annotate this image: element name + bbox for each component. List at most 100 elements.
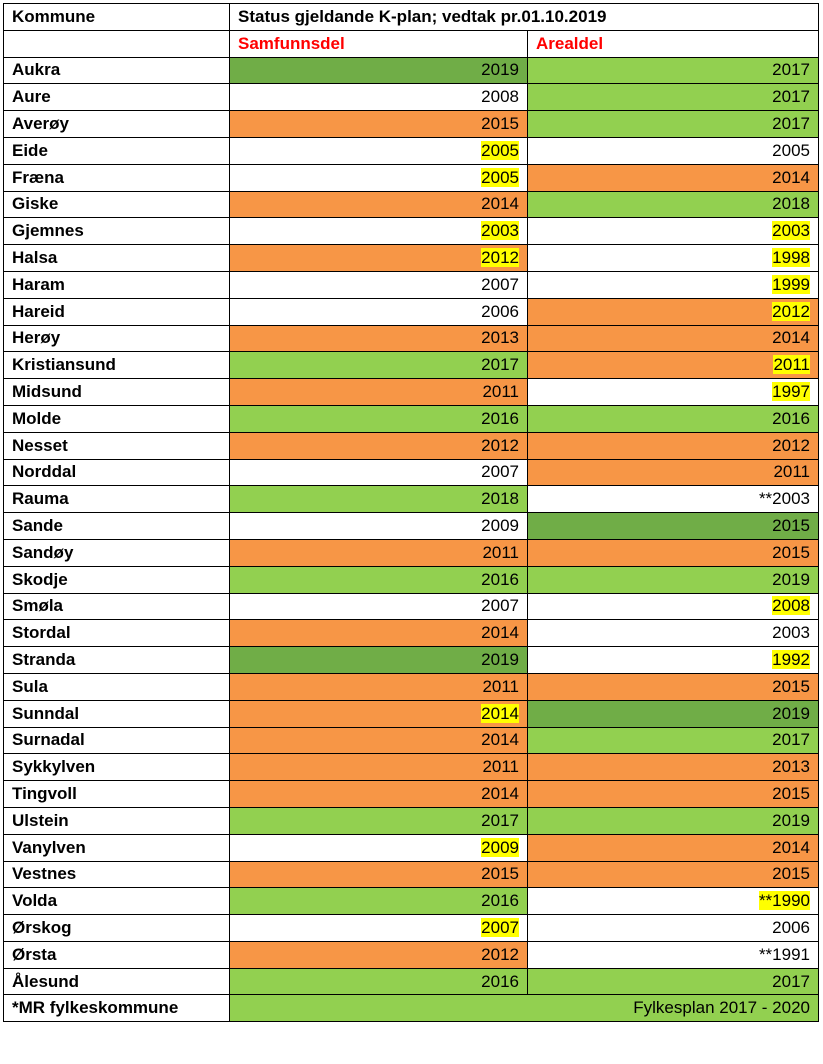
kommune-name: Vestnes: [3, 860, 230, 889]
samfunnsdel-year-cell: 2019: [229, 646, 528, 674]
arealdel-year-cell: 2011: [527, 458, 819, 487]
year-value: 2014: [772, 837, 810, 857]
year-value: 2017: [772, 114, 810, 134]
samfunnsdel-header: Samfunnsdel: [229, 29, 528, 58]
year-value: 2003: [481, 221, 519, 241]
year-value: 2007: [481, 917, 519, 937]
samfunnsdel-year-cell: 2012: [229, 940, 528, 969]
kommune-name: Sunndal: [3, 699, 230, 728]
table-row: Giske 2014 2018: [3, 190, 819, 219]
table-row: Stranda 2019 1992: [3, 646, 819, 674]
year-value: 2006: [772, 917, 810, 937]
year-value: 2007: [481, 462, 519, 482]
year-value: 2015: [481, 114, 519, 134]
samfunnsdel-year-cell: 2011: [229, 538, 528, 567]
table-row: Volda 2016 **1990: [3, 887, 819, 916]
kommune-name: Haram: [3, 270, 230, 299]
samfunnsdel-year-cell: 2008: [229, 83, 528, 112]
samfunnsdel-year-cell: 2017: [229, 806, 528, 835]
kommune-name: Eide: [3, 136, 230, 165]
samfunnsdel-year-cell: 2016: [229, 887, 528, 916]
arealdel-year-cell: 2015: [527, 512, 819, 540]
note-marker: **: [758, 944, 773, 964]
footer-label: *MR fylkeskommune: [3, 994, 230, 1023]
year-value: 2016: [481, 891, 519, 911]
samfunnsdel-year-cell: 2009: [229, 512, 528, 540]
arealdel-year-cell: 2019: [527, 806, 819, 835]
year-value: 2015: [772, 542, 810, 562]
table-row: Eide 2005 2005: [3, 136, 819, 165]
table-row: Rauma 2018 **2003: [3, 485, 819, 514]
kommune-name: Halsa: [3, 244, 230, 272]
year-value: 2019: [772, 810, 810, 830]
kommune-name: Sandøy: [3, 538, 230, 567]
kommune-name: Ålesund: [3, 967, 230, 996]
arealdel-year-cell: **2003: [527, 485, 819, 514]
arealdel-year-cell: 2015: [527, 538, 819, 567]
year-value: 2019: [772, 703, 810, 723]
year-value: 2015: [772, 516, 810, 536]
year-value: 2017: [772, 730, 810, 750]
year-value: 2017: [481, 355, 519, 375]
year-value: 2011: [482, 757, 519, 777]
arealdel-header: Arealdel: [527, 29, 819, 58]
year-value: 2019: [772, 569, 810, 589]
table-row: Molde 2016 2016: [3, 404, 819, 433]
kommune-name: Norddal: [3, 458, 230, 487]
year-value: 2005: [481, 140, 519, 160]
year-value: 2008: [772, 596, 810, 616]
samfunnsdel-year-cell: 2011: [229, 378, 528, 406]
arealdel-year-cell: 2003: [527, 619, 819, 648]
year-value: 2019: [481, 650, 519, 670]
arealdel-year-cell: 2005: [527, 136, 819, 165]
status-title: Status gjeldande K-plan; vedtak pr.01.10…: [229, 3, 819, 31]
arealdel-year-cell: 2019: [527, 699, 819, 728]
arealdel-year-cell: 2019: [527, 565, 819, 594]
table-row: Hareid 2006 2012: [3, 297, 819, 326]
footer-row: *MR fylkeskommune Fylkesplan 2017 - 2020: [3, 994, 819, 1023]
samfunnsdel-year-cell: 2011: [229, 672, 528, 701]
table-row: Vanylven 2009 2014: [3, 833, 819, 862]
kommune-name: Averøy: [3, 110, 230, 138]
year-value: 2015: [772, 864, 810, 884]
table-row: Averøy 2015 2017: [3, 110, 819, 138]
empty-header-cell: [3, 29, 230, 58]
kommune-name: Fræna: [3, 163, 230, 192]
kommune-name: Skodje: [3, 565, 230, 594]
samfunnsdel-year-cell: 2007: [229, 914, 528, 942]
arealdel-year-cell: 1999: [527, 270, 819, 299]
year-value: 2016: [481, 408, 519, 428]
kommune-name: Ørsta: [3, 940, 230, 969]
arealdel-year-cell: **1990: [527, 887, 819, 916]
year-value: 2018: [772, 194, 810, 214]
year-value: 2012: [481, 944, 519, 964]
year-value: 2019: [481, 60, 519, 80]
arealdel-year-cell: 2017: [527, 110, 819, 138]
kommune-name: Herøy: [3, 324, 230, 353]
table-row: Ålesund 2016 2017: [3, 967, 819, 996]
arealdel-year-cell: 2018: [527, 190, 819, 219]
kommune-name: Sykkylven: [3, 753, 230, 782]
year-value: 2015: [772, 784, 810, 803]
year-value: 1998: [772, 248, 810, 268]
samfunnsdel-year-cell: 2007: [229, 592, 528, 621]
arealdel-year-cell: 1992: [527, 646, 819, 674]
table-row: Vestnes 2015 2015: [3, 860, 819, 889]
arealdel-year-cell: 2015: [527, 780, 819, 808]
kommune-name: Aure: [3, 83, 230, 112]
year-value: 2017: [481, 810, 519, 830]
arealdel-year-cell: 1997: [527, 378, 819, 406]
year-value: 1991: [772, 944, 810, 964]
year-value: 2003: [772, 489, 810, 509]
table-row: Halsa 2012 1998: [3, 244, 819, 272]
kommune-name: Smøla: [3, 592, 230, 621]
year-value: 1999: [772, 274, 810, 294]
kommune-name: Nesset: [3, 431, 230, 460]
samfunnsdel-year-cell: 2013: [229, 324, 528, 353]
arealdel-year-cell: 2014: [527, 324, 819, 353]
year-value: 2016: [481, 569, 519, 589]
year-value: 2017: [772, 60, 810, 80]
arealdel-year-cell: 2008: [527, 592, 819, 621]
samfunnsdel-year-cell: 2016: [229, 404, 528, 433]
kommune-header: Kommune: [3, 3, 230, 31]
